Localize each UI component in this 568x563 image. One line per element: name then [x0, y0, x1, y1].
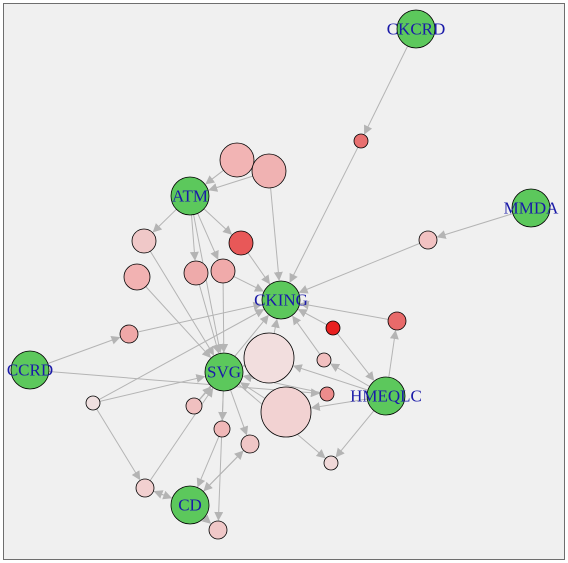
node-n14: [316, 352, 332, 368]
node-n18: [185, 397, 203, 415]
node-n7: [123, 263, 151, 291]
node-hmeqlc: [366, 376, 406, 416]
node-n10: [119, 324, 139, 344]
node-label-ckcrd: CKCRD: [387, 20, 446, 39]
edge-n15-to-SVG: [240, 382, 266, 399]
node-atm: [170, 176, 210, 216]
edge-CKCRD-to-n1: [364, 45, 409, 135]
edge-ATM-to-n8: [189, 214, 199, 261]
node-n19: [213, 420, 231, 438]
node-label-cking: CKING: [254, 291, 308, 310]
node-label-ccrd: CCRD: [7, 361, 53, 380]
edge-n12-to-CKING: [297, 309, 328, 326]
node-n6: [131, 228, 157, 254]
edge-ATM-to-n5: [203, 208, 233, 235]
edge-HMEQLC-to-n14: [330, 363, 370, 387]
edge-n12-to-HMEQLC: [336, 333, 375, 381]
edge-n11-to-CKING: [299, 300, 389, 320]
edge-CCRD-to-n10: [47, 335, 121, 364]
node-n23: [323, 455, 339, 471]
node-n17: [85, 395, 101, 411]
node-cd: [170, 485, 210, 525]
edge-n4-to-CKING: [298, 242, 420, 294]
node-label-mmda: MMDA: [504, 199, 560, 218]
edge-n21-to-SVG: [149, 387, 214, 481]
edge-n3-to-CKING: [270, 187, 283, 281]
edge-n17-to-CKING: [98, 309, 265, 401]
node-n9: [210, 258, 236, 284]
edge-SVG-to-n22: [214, 390, 224, 521]
node-labels: CKCRD MMDA ATM CKING CCRD SVG HMEQLC CD: [7, 20, 559, 515]
edge-n17-to-n21: [96, 408, 141, 481]
node-label-svg: SVG: [207, 363, 241, 382]
node-n15: [260, 386, 312, 438]
node-n11: [387, 311, 407, 331]
edge-n9-to-SVG: [219, 282, 229, 353]
node-ckcrd: [396, 9, 436, 49]
edge-CD-to-n22: [201, 514, 212, 524]
edge-n17-to-SVG: [99, 374, 206, 402]
edge-n13-to-CKING: [270, 318, 280, 334]
node-mmda: [511, 188, 551, 228]
edge-ATM-to-SVG: [193, 214, 224, 354]
edge-HMEQLC-to-n11: [388, 330, 399, 378]
node-n13: [243, 332, 295, 384]
node-svg: [204, 352, 244, 392]
edge-HMEQLC-to-n13: [292, 364, 369, 391]
edge-n5-to-CKING: [247, 252, 271, 285]
edge-n14-to-CKING: [292, 315, 321, 355]
node-n22: [208, 520, 228, 540]
node-n3: [251, 153, 287, 189]
edge-MMDA-to-n4: [436, 213, 514, 239]
edge-ATM-to-n9: [197, 213, 219, 260]
edge-n8-to-SVG: [198, 284, 221, 354]
node-cking: [261, 280, 301, 320]
node-label-hmeqlc: HMEQLC: [350, 387, 422, 406]
node-label-atm: ATM: [172, 187, 208, 206]
edge-n2-to-ATM: [205, 169, 224, 185]
node-n1: [353, 133, 369, 149]
node-label-cd: CD: [178, 496, 202, 515]
node-n20: [240, 434, 260, 454]
node-n2: [219, 142, 255, 178]
node-n21: [135, 478, 155, 498]
node-ccrd: [10, 350, 50, 390]
node-n8: [183, 260, 209, 286]
edge-n1-to-CKING: [289, 147, 359, 283]
edge-n3-to-ATM: [208, 175, 253, 192]
edge-ATM-to-n6: [152, 208, 177, 233]
node-n4: [418, 230, 438, 250]
nodes: [10, 9, 551, 540]
edge-SVG-to-n20: [230, 389, 249, 436]
edge-n19-to-CD: [196, 436, 220, 488]
node-n12: [325, 320, 341, 336]
edge-n7-to-SVG: [145, 286, 212, 358]
edge-n10-to-CKING: [137, 301, 263, 333]
edge-HMEQLC-to-n15: [310, 398, 368, 412]
node-n5: [228, 230, 254, 256]
node-n16: [319, 386, 335, 402]
edge-CD-to-n21: [153, 490, 173, 499]
edge-HMEQLC-to-n23: [335, 410, 375, 458]
edge-CD-to-n20: [202, 450, 244, 492]
edge-n6-to-SVG: [149, 250, 215, 356]
edge-n9-to-CKING: [233, 275, 264, 292]
